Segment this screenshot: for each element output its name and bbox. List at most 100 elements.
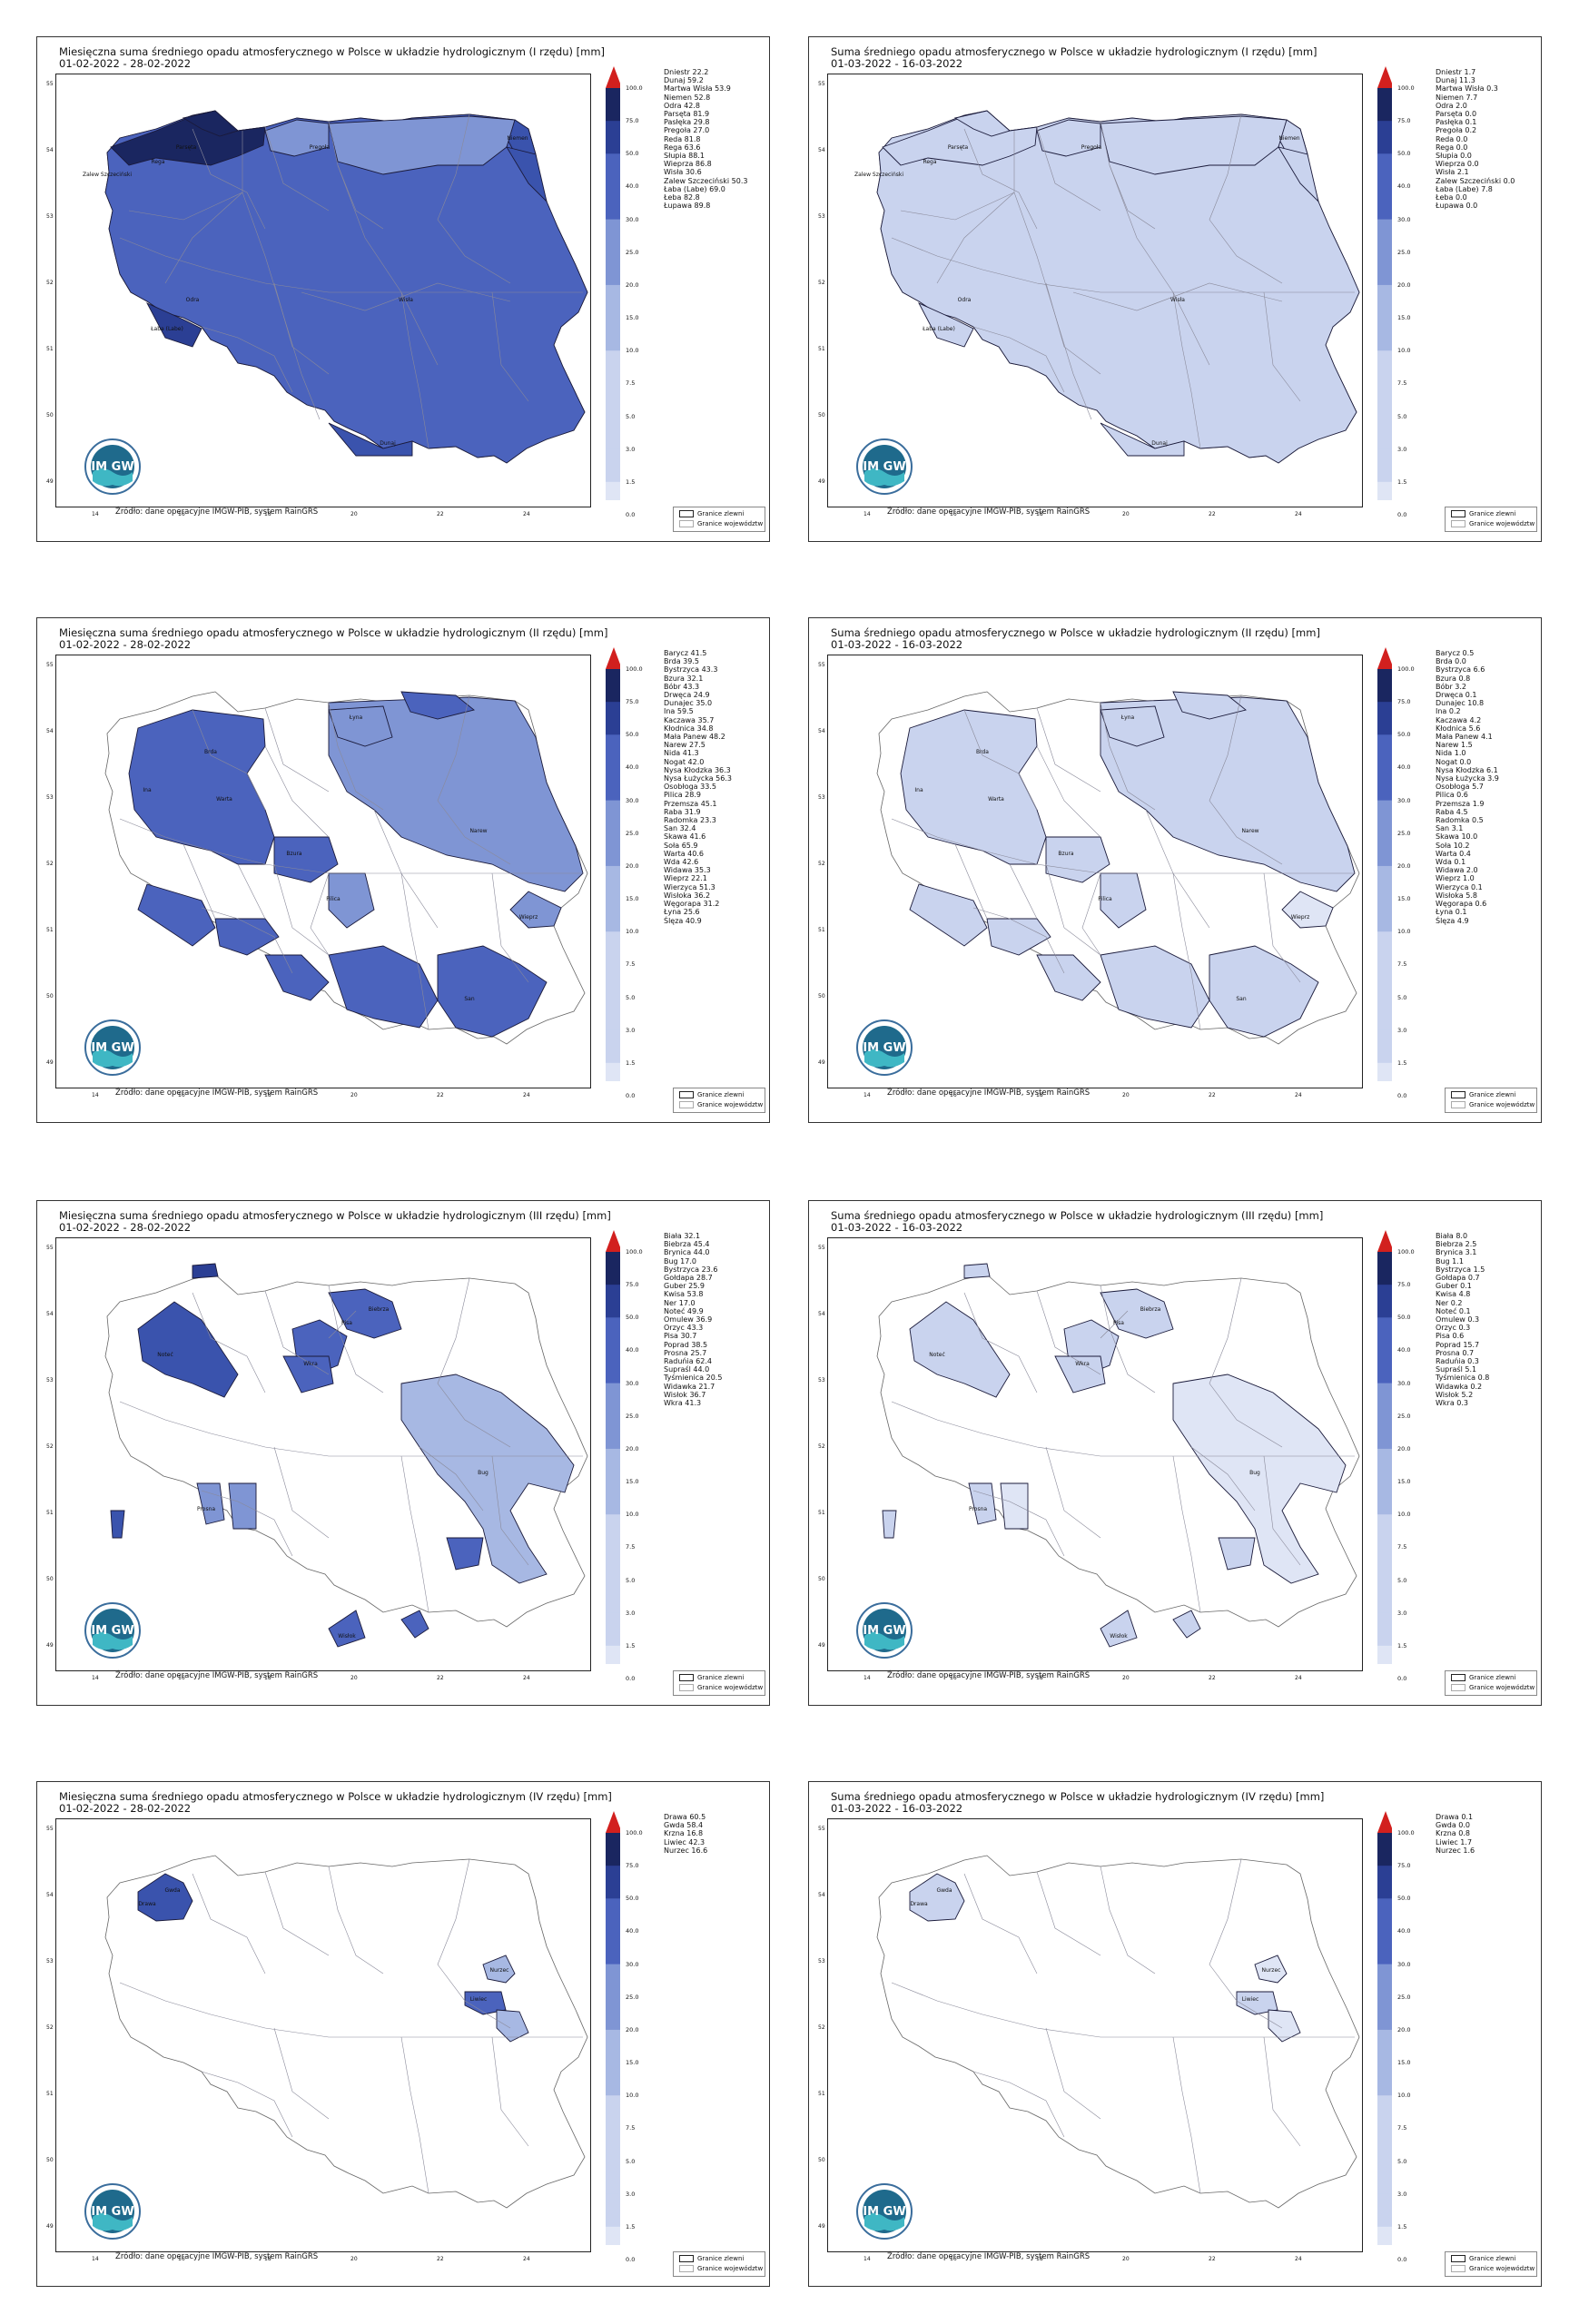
- x-tick-label: 18: [1036, 2256, 1043, 2262]
- catchment-value-item: Dunajec 35.0: [664, 699, 713, 708]
- catchment-region: [1254, 1955, 1288, 1984]
- catchment-region: [1278, 146, 1319, 203]
- y-tick-label: 50: [818, 993, 825, 1000]
- voivodeship-border: [1263, 291, 1301, 402]
- region-label: Dunaj: [1151, 440, 1168, 447]
- colorbar-tick-label: 5.0: [1397, 2157, 1407, 2165]
- panel-period: 01-02-2022 - 28-02-2022: [59, 57, 192, 70]
- legend-voivodeship-row: Granice województw: [1451, 1101, 1535, 1108]
- colorbar-segment: [606, 2063, 620, 2096]
- x-tick-label: 14: [92, 1092, 99, 1098]
- catchment-value-item: Rega 63.6: [664, 143, 701, 152]
- catchment-value-item: Bóbr 43.3: [664, 682, 700, 691]
- catchment-value-item: Guber 0.1: [1436, 1282, 1472, 1291]
- voivodeship-border: [1209, 1277, 1283, 1448]
- panel-period: 01-02-2022 - 28-02-2022: [59, 1802, 192, 1815]
- map-area: Warta Narew Pilica Bzura San Wieprz Ina Brda Łyn…: [55, 655, 591, 1088]
- colorbar-tick-label: 1.5: [1397, 478, 1407, 486]
- colorbar-over-arrow: [606, 1230, 620, 1252]
- imgw-logo: IM GW: [84, 1019, 141, 1076]
- catchment-value-item: Wisłoka 36.2: [664, 891, 711, 900]
- map-panel: Suma średniego opadu atmosferycznego w P…: [808, 36, 1542, 542]
- catchment-value-item: Brynica 3.1: [1436, 1248, 1477, 1257]
- legend-catchment-swatch: [1451, 1674, 1466, 1681]
- legend-voivodeship-label: Granice województw: [697, 1684, 764, 1691]
- voivodeship-border: [237, 863, 266, 920]
- voivodeship-border: [201, 2071, 293, 2138]
- colorbar-tick-label: 40.0: [626, 182, 639, 191]
- catchment-value-item: Wda 0.1: [1436, 858, 1466, 867]
- voivodeship-border: [1100, 1866, 1156, 1974]
- voivodeship-border: [400, 291, 429, 449]
- catchment-value-item: Nysa Kłodzka 6.1: [1436, 765, 1498, 774]
- voivodeship-border: [1072, 282, 1283, 311]
- x-tick-label: 22: [437, 2256, 444, 2262]
- colorbar-segment: [606, 1645, 620, 1664]
- colorbar-segment: [1377, 1898, 1392, 1932]
- legend-catchment-row: Granice zlewni: [1451, 2255, 1515, 2262]
- catchment-value-item: Nysa Kłodzka 36.3: [664, 765, 731, 774]
- voivodeship-border: [1036, 745, 1101, 838]
- catchment-value-item: Łupawa 0.0: [1436, 202, 1478, 211]
- voivodeship-border: [1172, 2036, 1201, 2194]
- y-tick-label: 53: [46, 213, 54, 220]
- colorbar-segment: [606, 153, 620, 187]
- catchment-value-item: Odra 42.8: [664, 101, 700, 110]
- voivodeship-border: [1172, 872, 1201, 1030]
- panel-period: 01-03-2022 - 16-03-2022: [831, 57, 963, 70]
- colorbar-segment: [1377, 1645, 1392, 1664]
- catchment-value-item: Omulew 0.3: [1436, 1315, 1480, 1324]
- region-label: Wieprz: [519, 914, 538, 921]
- catchment-value-item: Pilica 0.6: [1436, 791, 1468, 800]
- voivodeship-border: [400, 872, 429, 1030]
- catchment-value-item: Drawa 0.1: [1436, 1813, 1474, 1821]
- colorbar-tick-label: 1.5: [626, 1059, 636, 1067]
- colorbar-tick-label: 3.0: [1397, 445, 1407, 453]
- colorbar-segment: [1377, 2095, 1392, 2129]
- map-panel: Miesięczna suma średniego opadu atmosfer…: [36, 1200, 770, 1706]
- region-label: Drawa: [910, 1901, 928, 1907]
- voivodeship-border: [328, 1285, 384, 1393]
- colorbar-segment: [1377, 865, 1392, 900]
- catchment-value-item: Nida 41.3: [664, 749, 699, 758]
- colorbar-segment: [606, 88, 620, 122]
- catchment-value-item: Kwisa 53.8: [664, 1290, 704, 1299]
- legend-catchment-label: Granice zlewni: [1469, 510, 1516, 517]
- catchment-region: [506, 146, 548, 203]
- panel-title: Miesięczna suma średniego opadu atmosfer…: [59, 1210, 611, 1234]
- colorbar-segment: [1377, 1317, 1392, 1351]
- voivodeship-border: [273, 1446, 330, 1539]
- colorbar-tick-label: 25.0: [626, 1993, 639, 2001]
- legend-voivodeship-label: Granice województw: [1469, 1101, 1535, 1108]
- legend-catchment-row: Granice zlewni: [1451, 1091, 1515, 1098]
- catchment-value-item: Dunaj 59.2: [664, 76, 704, 85]
- catchment-value-item: Poprad 38.5: [664, 1340, 708, 1349]
- colorbar-segment: [606, 702, 620, 735]
- y-tick-label: 52: [818, 1443, 825, 1450]
- map-panel: Miesięczna suma średniego opadu atmosfer…: [36, 36, 770, 542]
- catchment-value-item: Poprad 15.7: [1436, 1340, 1480, 1349]
- colorbar-tick-label: 30.0: [1397, 796, 1411, 804]
- source-note: Źródło: dane operacyjne IMGW-PIB, system…: [115, 507, 319, 517]
- legend-catchment-row: Granice zlewni: [679, 510, 744, 517]
- colorbar-segment: [606, 669, 620, 703]
- x-tick-label: 22: [437, 511, 444, 517]
- catchment-value-item: Drwęca 24.9: [664, 691, 710, 700]
- imgw-logo: IM GW: [856, 438, 913, 495]
- catchment-value-item: Martwa Wisła 0.3: [1436, 84, 1498, 94]
- voivodeship-border: [491, 872, 529, 983]
- catchment-value-item: Martwa Wisła 53.9: [664, 84, 731, 94]
- catchment-region: [128, 709, 275, 865]
- catchment-region: [986, 918, 1051, 956]
- y-tick-label: 53: [818, 213, 825, 220]
- boundary-legend: Granice zlewni Granice województw: [673, 507, 765, 532]
- colorbar-tick-label: 0.0: [626, 1092, 636, 1099]
- panel-title: Miesięczna suma średniego opadu atmosfer…: [59, 46, 605, 70]
- catchment-value-item: Łeba 0.0: [1436, 193, 1467, 202]
- y-tick-label: 50: [46, 2157, 54, 2163]
- legend-catchment-swatch: [679, 1674, 694, 1681]
- voivodeship-border: [891, 1401, 1355, 1457]
- colorbar-tick-label: 30.0: [626, 1379, 639, 1387]
- catchment-region: [137, 1873, 193, 1922]
- voivodeship-border: [419, 1446, 484, 1512]
